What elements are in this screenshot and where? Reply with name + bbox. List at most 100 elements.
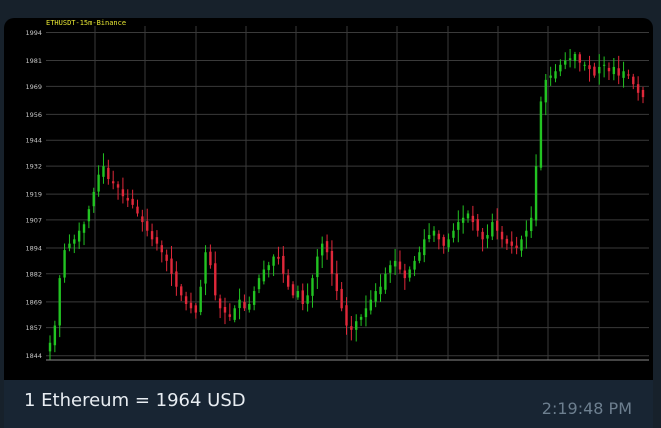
chart-svg: 1844 1857 1869 1882 1894 1907 1919 1932 1944 1956… — [25, 19, 649, 361]
candle-body — [636, 84, 640, 93]
candle-body — [214, 263, 217, 296]
candle-body — [423, 239, 426, 256]
candle-body — [340, 288, 343, 309]
candle-body — [500, 231, 504, 240]
candle-body — [427, 235, 431, 239]
candle-body — [131, 198, 134, 205]
chart-title: ETHUSDT-15m-Binance — [46, 19, 126, 27]
candle-body — [602, 64, 606, 66]
candle-body — [374, 291, 377, 302]
candle-body — [495, 220, 499, 231]
candle-body — [549, 75, 552, 78]
candle-body — [170, 258, 173, 274]
candle-body — [539, 101, 543, 168]
candle-body — [121, 189, 125, 197]
candle-body — [116, 184, 120, 188]
candle-body — [267, 265, 270, 271]
candle-body — [466, 213, 470, 219]
candle-body — [136, 206, 139, 214]
y-tick-label: 1969 — [25, 83, 42, 91]
candle-body — [272, 256, 275, 266]
candle-body — [505, 238, 509, 244]
candle-body — [150, 231, 154, 240]
candle-body — [461, 217, 465, 223]
candle-body — [403, 270, 407, 279]
candle-body — [180, 286, 183, 296]
candle-body — [534, 166, 538, 221]
candle-body — [228, 314, 232, 317]
candle-body — [559, 64, 562, 72]
candle-body — [204, 252, 207, 284]
candle-body — [53, 325, 57, 346]
candle-body — [184, 296, 188, 304]
candle-body — [223, 307, 227, 313]
y-tick-label: 1907 — [25, 216, 42, 224]
candle-body — [350, 326, 353, 330]
candle-body — [457, 222, 460, 230]
y-tick-label: 1869 — [25, 298, 42, 306]
candle-body — [593, 66, 596, 76]
candle-body — [632, 76, 635, 85]
candle-body — [146, 221, 149, 231]
candle-body — [564, 60, 567, 65]
candle-body — [408, 269, 411, 278]
candle-body — [432, 230, 436, 236]
candle-body — [418, 252, 421, 261]
candle-body — [573, 54, 577, 61]
candle-body — [413, 260, 416, 270]
message-time: 2:19:48 PM — [541, 399, 632, 418]
candle-body — [481, 231, 484, 240]
candle-body — [476, 219, 479, 231]
candle-body — [364, 308, 368, 318]
candle-body — [379, 286, 382, 295]
candle-body — [320, 243, 324, 256]
candle-body — [520, 239, 523, 251]
candle-body — [330, 250, 334, 274]
candle-body — [68, 243, 71, 249]
candle-body — [627, 74, 630, 76]
candle-body — [218, 298, 222, 309]
candle-body — [393, 260, 397, 267]
y-tick-label: 1944 — [25, 137, 42, 145]
candle-body — [243, 301, 246, 309]
candle-body — [248, 303, 251, 310]
candle-body — [325, 241, 329, 253]
candle-body — [617, 68, 620, 76]
candle-body — [92, 191, 95, 207]
candle-body — [612, 66, 616, 75]
candle-body — [369, 299, 373, 311]
candle-body — [126, 197, 129, 201]
y-tick-label: 1932 — [25, 163, 42, 171]
candle-body — [622, 71, 625, 78]
message-caption: 1 Ethereum = 1964 USD — [24, 390, 246, 411]
candle-body — [111, 181, 115, 184]
candle-body — [58, 278, 61, 326]
candle-body — [262, 269, 266, 282]
candle-body — [233, 308, 236, 320]
candle-body — [277, 256, 280, 259]
candle-body — [160, 245, 163, 253]
candle-body — [257, 278, 261, 290]
candle-body — [48, 342, 52, 352]
y-tick-label: 1882 — [25, 270, 42, 278]
candle-body — [97, 174, 100, 192]
y-tick-label: 1919 — [25, 191, 42, 199]
candle-body — [607, 67, 611, 72]
candle-body — [102, 166, 105, 177]
candle-body — [530, 217, 533, 232]
candle-body — [452, 230, 455, 238]
candle-body — [578, 54, 582, 63]
candle-body — [598, 66, 601, 74]
candle-body — [471, 215, 475, 223]
candle-body — [194, 305, 198, 313]
candle-body — [165, 254, 168, 261]
candle-body — [345, 305, 348, 326]
candle-body — [301, 290, 304, 304]
y-tick-label: 1844 — [25, 352, 42, 360]
candle-body — [77, 230, 81, 242]
message-bubble: 1844 1857 1869 1882 1894 1907 1919 1932 1944 1956… — [4, 18, 653, 428]
candle-body — [63, 250, 66, 278]
candle-body — [359, 316, 363, 320]
candle-body — [238, 299, 241, 309]
candle-body — [286, 275, 290, 287]
